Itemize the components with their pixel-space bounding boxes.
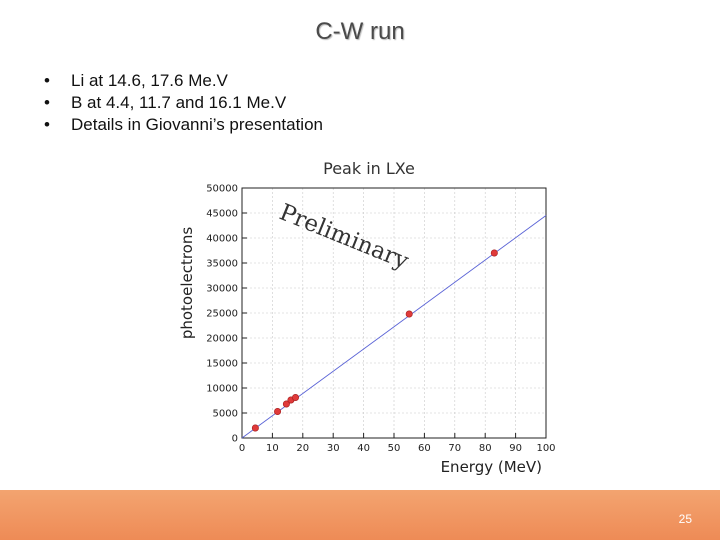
y-tick-label: 35000 (206, 259, 238, 270)
x-tick-label: 100 (536, 443, 555, 454)
x-tick-label: 70 (448, 443, 461, 454)
y-tick-label: 40000 (206, 234, 238, 245)
y-tick-label: 15000 (206, 359, 238, 370)
slide-title: C-W run (315, 18, 405, 45)
x-tick-label: 40 (357, 443, 370, 454)
x-tick-label: 30 (327, 443, 340, 454)
bullet-dot-icon: • (44, 71, 50, 90)
footer-bar: 25 (0, 490, 720, 540)
x-tick-label: 50 (388, 443, 401, 454)
y-tick-label: 5000 (213, 409, 238, 420)
x-tick-label: 10 (266, 443, 279, 454)
bullet-text: Li at 14.6, 17.6 Me.V (71, 71, 228, 90)
page-number: 25 (678, 512, 692, 526)
data-point (251, 424, 259, 432)
y-tick-label: 30000 (206, 284, 238, 295)
bullet-text: B at 4.4, 11.7 and 16.1 Me.V (71, 93, 287, 112)
y-tick-label: 45000 (206, 209, 238, 220)
bullet-text: Details in Giovanni’s presentation (71, 115, 323, 134)
y-tick-label: 25000 (206, 309, 238, 320)
x-tick-label: 90 (509, 443, 522, 454)
y-tick-label: 10000 (206, 384, 238, 395)
chart-title: Peak in LXe (323, 159, 415, 178)
bullet-list: • Li at 14.6, 17.6 Me.V • B at 4.4, 11.7 a… (44, 70, 323, 136)
preliminary-watermark: Preliminary (276, 199, 412, 274)
x-tick-label: 60 (418, 443, 431, 454)
bullet-dot-icon: • (44, 115, 50, 134)
y-tick-label: 0 (232, 434, 238, 445)
data-point (292, 394, 300, 402)
bullet-item: • B at 4.4, 11.7 and 16.1 Me.V (44, 92, 323, 114)
bullet-dot-icon: • (44, 93, 50, 112)
data-point (490, 249, 498, 257)
x-axis-label: Energy (MeV) (441, 458, 542, 476)
y-axis-label: photoelectrons (178, 227, 196, 340)
bullet-item: • Li at 14.6, 17.6 Me.V (44, 70, 323, 92)
data-point (282, 400, 290, 408)
x-tick-label: 80 (479, 443, 492, 454)
y-tick-label: 50000 (206, 184, 238, 195)
x-tick-label: 0 (239, 443, 245, 454)
data-point (405, 310, 413, 318)
data-point (274, 407, 282, 415)
bullet-item: • Details in Giovanni’s presentation (44, 114, 323, 136)
x-tick-label: 20 (296, 443, 309, 454)
y-tick-label: 20000 (206, 334, 238, 345)
peak-chart: Peak in LXe 0 10 20 30 40 50 60 70 80 90 100 0 5000 10… (178, 159, 556, 476)
